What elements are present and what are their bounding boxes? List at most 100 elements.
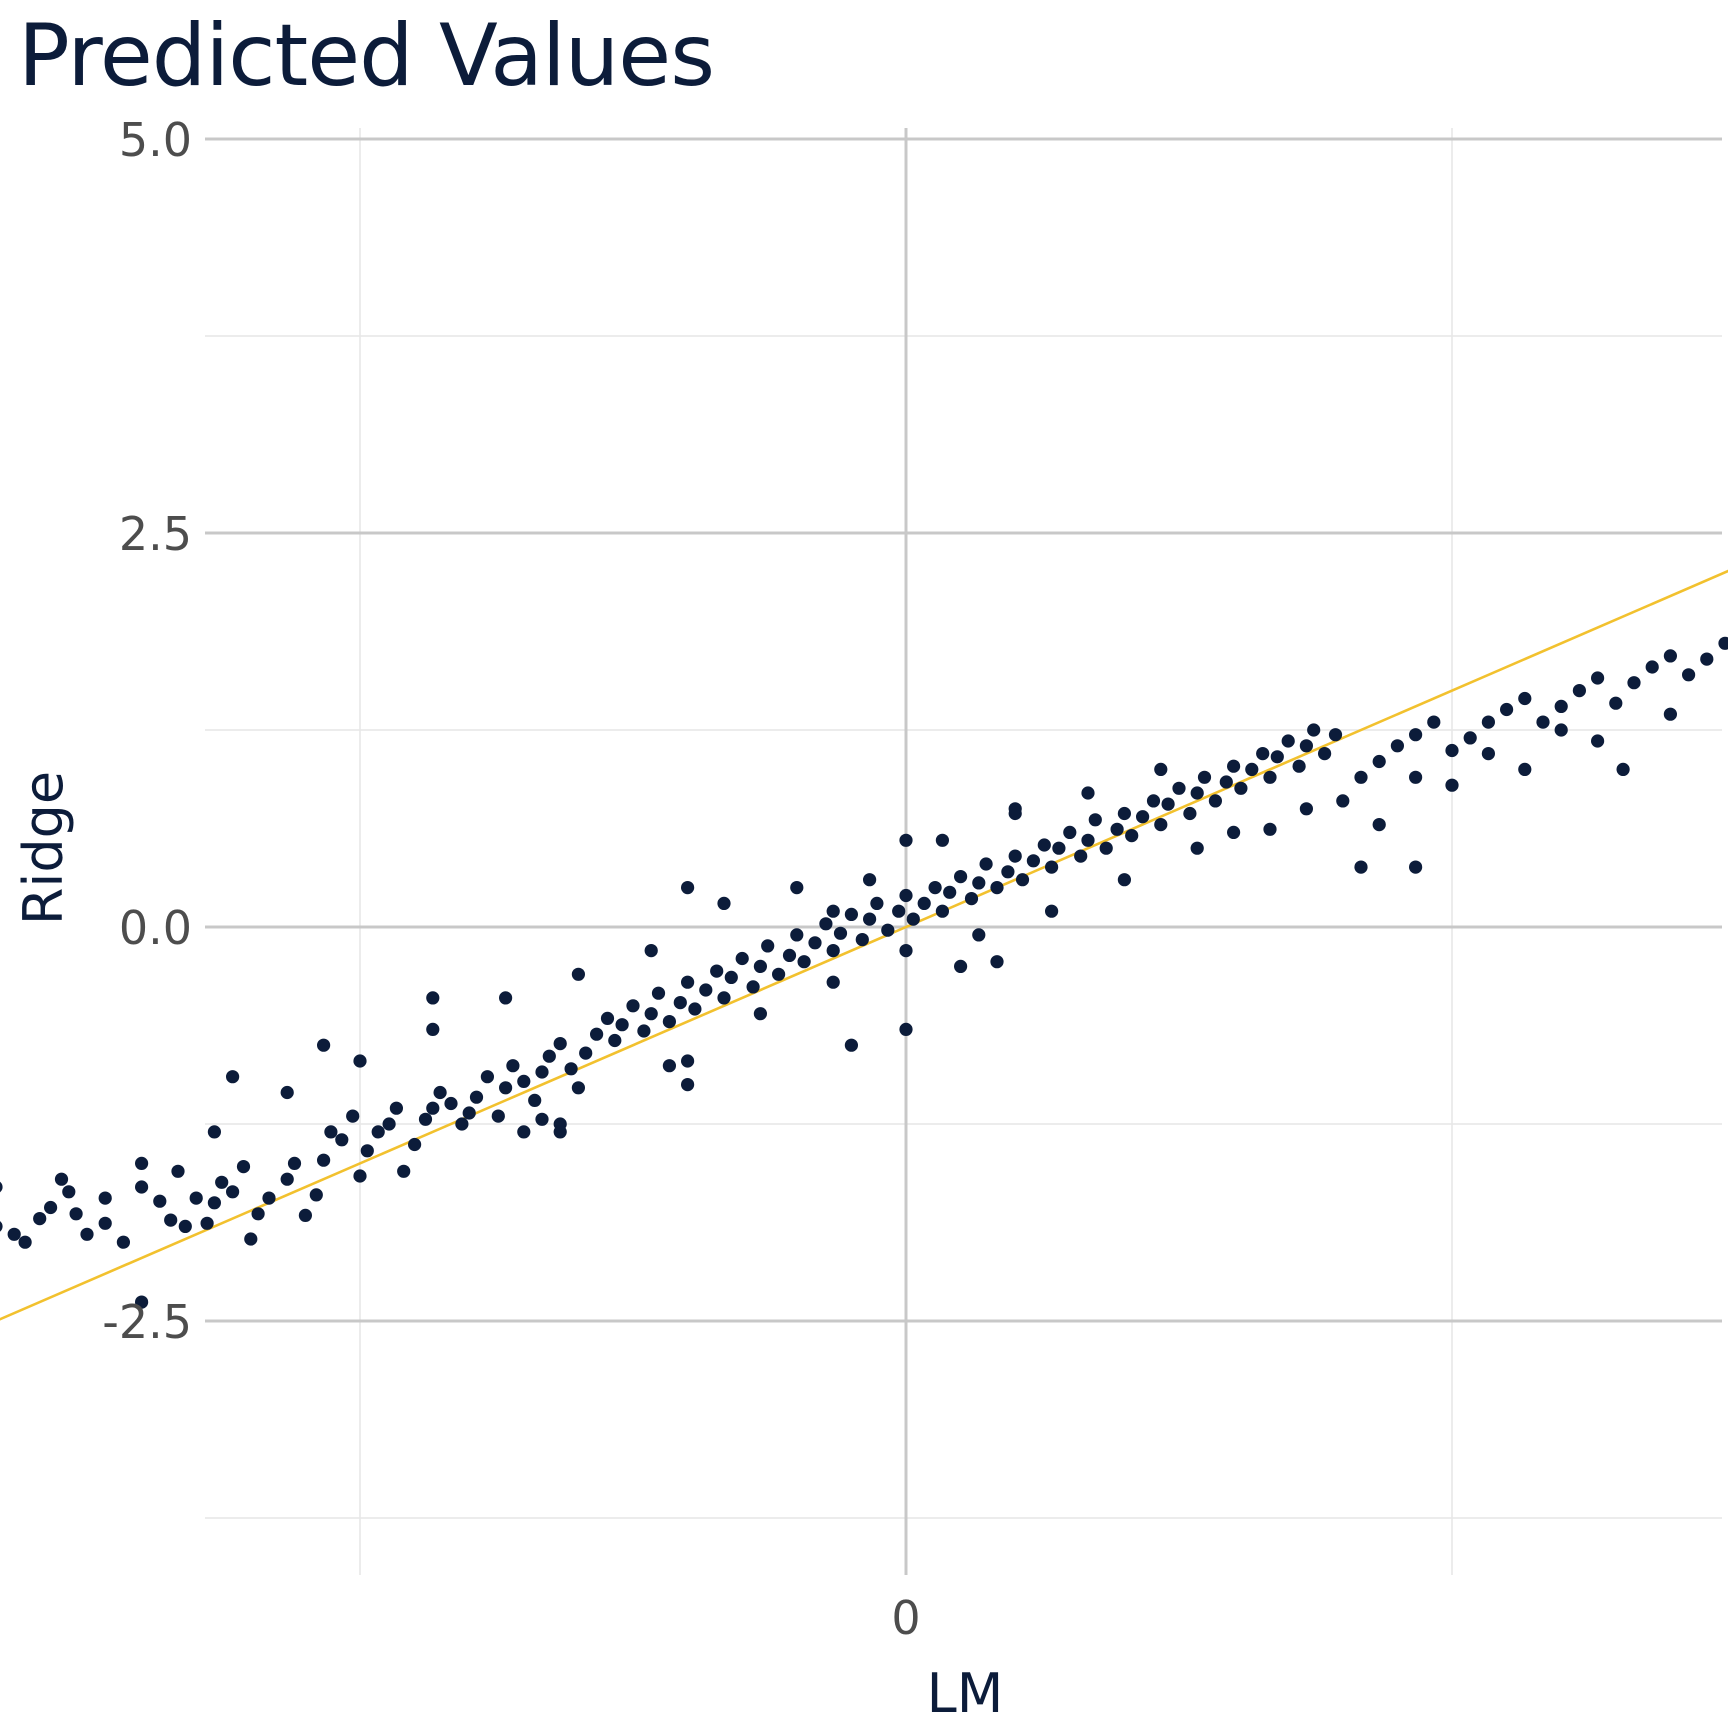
x-axis-title: LM bbox=[927, 1662, 1004, 1725]
data-point bbox=[62, 1185, 76, 1199]
y-tick-label: -2.5 bbox=[102, 1295, 192, 1349]
data-point bbox=[426, 991, 440, 1005]
data-point bbox=[1190, 786, 1204, 800]
data-point bbox=[455, 1117, 469, 1131]
data-point bbox=[491, 1109, 505, 1123]
data-point bbox=[753, 959, 768, 974]
data-point bbox=[1063, 825, 1077, 840]
data-point bbox=[1336, 794, 1350, 808]
data-point bbox=[542, 1049, 556, 1063]
y-tick-label: 2.5 bbox=[119, 507, 192, 561]
data-point bbox=[833, 926, 848, 940]
data-point bbox=[782, 948, 797, 963]
data-point bbox=[33, 1212, 47, 1226]
data-point bbox=[1390, 739, 1404, 753]
data-point bbox=[535, 1112, 549, 1126]
data-point bbox=[1445, 743, 1459, 758]
data-point bbox=[844, 1038, 859, 1052]
data-point bbox=[710, 964, 724, 978]
data-point bbox=[615, 1018, 629, 1032]
data-point bbox=[935, 833, 950, 847]
data-point bbox=[346, 1109, 360, 1123]
data-point bbox=[528, 1093, 542, 1107]
data-point bbox=[1263, 822, 1277, 836]
data-point bbox=[1354, 770, 1368, 784]
data-point bbox=[1500, 702, 1514, 717]
data-point bbox=[906, 912, 920, 926]
data-point bbox=[579, 1046, 593, 1060]
data-point bbox=[298, 1208, 312, 1222]
data-point bbox=[1645, 660, 1659, 674]
data-point bbox=[1026, 854, 1040, 868]
data-point bbox=[1045, 904, 1059, 918]
data-point bbox=[280, 1172, 294, 1186]
data-point bbox=[1518, 762, 1532, 777]
data-point bbox=[1001, 865, 1015, 879]
data-point bbox=[954, 870, 968, 884]
data-point bbox=[215, 1175, 229, 1189]
data-point bbox=[98, 1191, 112, 1205]
data-point bbox=[335, 1133, 349, 1147]
data-point bbox=[353, 1054, 367, 1068]
data-point bbox=[899, 833, 913, 847]
data-point bbox=[499, 991, 513, 1005]
data-point bbox=[517, 1125, 531, 1139]
data-point bbox=[1088, 813, 1102, 827]
data-point bbox=[207, 1196, 221, 1210]
data-point bbox=[1591, 671, 1605, 685]
data-point bbox=[1234, 781, 1248, 795]
data-point bbox=[753, 1007, 768, 1021]
data-point bbox=[681, 1054, 695, 1068]
data-point bbox=[1146, 794, 1161, 808]
data-point bbox=[535, 1065, 549, 1079]
data-point bbox=[1609, 696, 1623, 710]
data-point bbox=[600, 1011, 615, 1025]
data-point bbox=[1299, 802, 1313, 816]
data-point bbox=[1354, 860, 1368, 874]
data-point bbox=[1117, 873, 1131, 887]
data-point bbox=[735, 951, 749, 966]
data-point bbox=[990, 955, 1004, 969]
data-point bbox=[1099, 841, 1113, 855]
data-point bbox=[236, 1160, 251, 1174]
data-point bbox=[826, 904, 840, 918]
data-point bbox=[972, 876, 986, 890]
data-point bbox=[772, 967, 786, 981]
data-point bbox=[18, 1235, 32, 1249]
data-point bbox=[164, 1213, 178, 1227]
data-point bbox=[797, 955, 811, 969]
data-point bbox=[1008, 849, 1022, 863]
data-point bbox=[1518, 691, 1532, 706]
data-point bbox=[244, 1232, 258, 1246]
data-point bbox=[553, 1037, 567, 1051]
data-point bbox=[662, 1015, 677, 1029]
data-point bbox=[324, 1125, 338, 1139]
data-point bbox=[1183, 806, 1197, 821]
data-point bbox=[1219, 775, 1233, 789]
data-point bbox=[1227, 825, 1241, 840]
data-point bbox=[644, 1007, 658, 1021]
data-point bbox=[1591, 734, 1605, 748]
data-point bbox=[688, 1002, 702, 1016]
data-point bbox=[1616, 762, 1630, 777]
minor-gridlines bbox=[205, 128, 1722, 1575]
data-point bbox=[681, 881, 695, 895]
data-point bbox=[899, 1022, 913, 1036]
data-point bbox=[1409, 860, 1423, 874]
data-point bbox=[1037, 838, 1051, 852]
data-point bbox=[571, 967, 586, 981]
data-point bbox=[1136, 810, 1150, 824]
data-point bbox=[226, 1185, 240, 1199]
data-point bbox=[153, 1194, 167, 1208]
data-point bbox=[317, 1153, 331, 1167]
data-point bbox=[200, 1216, 214, 1230]
data-point bbox=[1318, 747, 1332, 761]
data-point bbox=[1372, 754, 1386, 769]
data-point bbox=[44, 1200, 58, 1215]
data-point bbox=[397, 1164, 411, 1178]
data-point bbox=[1409, 728, 1423, 742]
data-point bbox=[1245, 762, 1259, 777]
data-point bbox=[382, 1117, 396, 1131]
data-point bbox=[819, 917, 833, 931]
